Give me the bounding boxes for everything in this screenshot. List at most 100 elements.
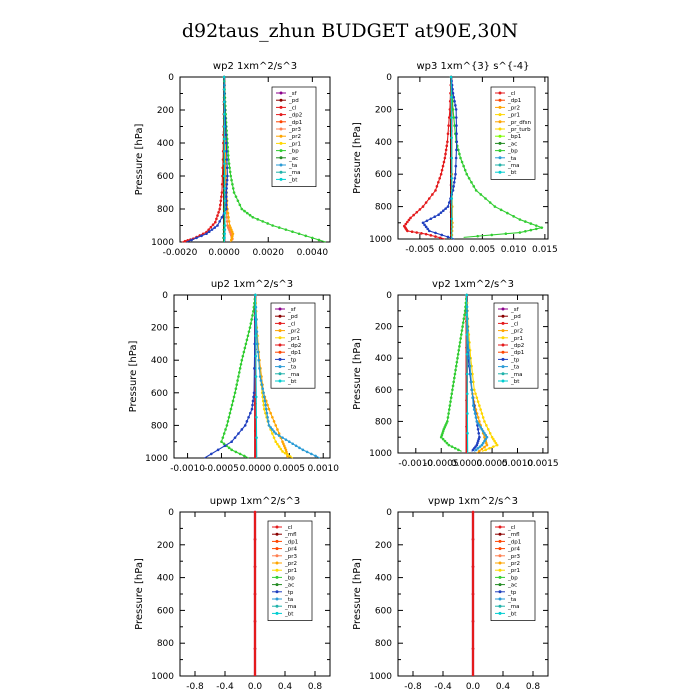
legend-marker — [275, 611, 279, 615]
series-point-bp — [297, 232, 301, 236]
series-point-dp1 — [253, 510, 257, 514]
y-tick-label: 1000 — [369, 449, 392, 459]
legend-label: _pr1 — [288, 141, 301, 147]
legend-label: _pd — [287, 314, 298, 320]
series-point-dp1 — [239, 362, 243, 366]
series-point-bt — [465, 392, 469, 396]
series-point-dp1 — [248, 326, 252, 329]
series-point-pr3 — [229, 238, 233, 242]
series-point-ac — [529, 228, 533, 232]
legend-marker — [498, 113, 502, 117]
series-point-tp — [251, 399, 255, 403]
legend-label: _pr2 — [287, 329, 300, 335]
x-tick-label: -0.0005 — [424, 459, 459, 469]
series-point-pr1 — [488, 446, 491, 450]
series-point-dp1 — [441, 431, 444, 435]
series-point-bt — [450, 116, 453, 119]
series-point-dp1 — [451, 388, 454, 392]
legend-marker — [501, 336, 505, 340]
series-point-dp1 — [249, 322, 253, 325]
series-point-dp1 — [246, 334, 250, 338]
series-point-cl — [183, 239, 187, 243]
series-point-dp1 — [448, 404, 452, 407]
legend-marker — [279, 156, 283, 160]
series-point-dp1 — [457, 349, 461, 352]
series-point-pr2 — [277, 432, 281, 435]
legend-marker — [279, 91, 283, 95]
series-point-bt — [254, 395, 258, 399]
legend-marker — [279, 141, 283, 145]
series-point-ac — [506, 211, 509, 215]
series-point-pr1 — [476, 400, 480, 403]
series-point-dp1 — [244, 342, 248, 346]
series-point-dp1 — [237, 371, 241, 374]
series-point-dp1 — [251, 314, 254, 317]
series-point-pr2 — [415, 210, 419, 214]
series-point-dp1 — [462, 317, 466, 321]
series-point-ac — [460, 160, 464, 164]
series-point-ta — [267, 424, 271, 427]
series-point-ta — [481, 429, 485, 433]
series-point-ta — [429, 217, 433, 221]
series-point-bt — [223, 211, 227, 215]
series-point-ta — [265, 411, 269, 415]
series-point-ta — [442, 209, 445, 212]
series-point-dp1 — [457, 448, 460, 452]
legend-marker — [501, 314, 505, 318]
legend-label: _bt — [507, 170, 517, 176]
legend-marker — [279, 98, 283, 102]
series-point-bt — [223, 236, 226, 240]
series-point-ta — [446, 205, 450, 208]
x-tick-label: -0.8 — [404, 682, 422, 692]
series-point-cl — [213, 220, 217, 224]
legend-marker — [498, 568, 502, 572]
series-point-ta — [195, 236, 198, 240]
series-point-dp1 — [220, 440, 223, 444]
series-point-ta — [258, 375, 262, 378]
x-tick-label: 0.8 — [526, 682, 541, 692]
series-point-bp — [266, 222, 269, 225]
series-point-tp — [250, 407, 254, 411]
series-point-ta — [216, 224, 219, 227]
series-point-pr2 — [445, 144, 449, 148]
legend-label: _pr1 — [284, 568, 297, 574]
x-tick-label: 0.0020 — [252, 248, 284, 258]
series-point-dp1 — [232, 395, 236, 399]
series-point-pr2 — [444, 152, 447, 156]
series-point-tp — [243, 424, 247, 427]
x-tick-label: 0.0010 — [307, 464, 339, 474]
series-point-dp1 — [235, 383, 239, 386]
series-point-pr1 — [492, 437, 495, 441]
series-point-dp1 — [447, 408, 451, 411]
series-point-pr1 — [486, 428, 490, 431]
series-point-tp — [251, 403, 254, 407]
series-point-dp1 — [453, 376, 456, 380]
x-tick-label: -0.4 — [216, 682, 234, 692]
y-tick-label: 400 — [375, 354, 392, 364]
series-point-dp1 — [453, 372, 457, 376]
series-point-ta — [454, 172, 457, 176]
series-point-pr2 — [446, 132, 450, 135]
series-point-pr1 — [286, 453, 289, 457]
series-point-ac — [524, 220, 527, 223]
series-point-ta — [261, 387, 264, 391]
legend-label: _pr2 — [288, 134, 301, 140]
series-point-pr2 — [443, 156, 447, 160]
series-point-ac — [534, 224, 538, 227]
legend-label: _dp1 — [507, 98, 521, 104]
y-tick-label: 0 — [386, 291, 392, 301]
series-point-dp1 — [226, 224, 229, 227]
series-point-ta — [434, 231, 437, 235]
y-tick-label: 600 — [151, 389, 168, 399]
legend-marker — [498, 604, 502, 608]
series-point-ac — [465, 172, 469, 176]
series-point-bt — [465, 293, 468, 297]
series-point-cl — [207, 228, 210, 231]
series-point-pr2 — [439, 172, 443, 176]
legend-label: _pd — [510, 314, 521, 320]
series-point-ta — [446, 235, 450, 239]
series-point-dp1 — [226, 420, 230, 423]
series-point-dp1 — [224, 428, 227, 431]
series-point-bt — [450, 156, 454, 160]
series-point-ta — [225, 166, 229, 170]
